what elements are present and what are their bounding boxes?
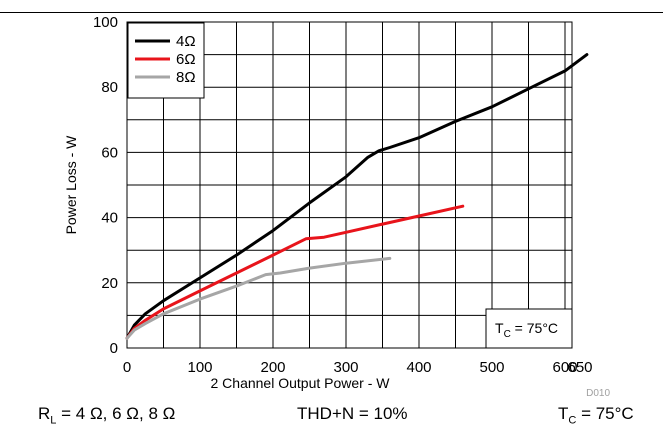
annotation-value: = 75°C (511, 320, 558, 336)
y-tick-label: 40 (101, 210, 118, 227)
x-tick-label: 650 (567, 359, 592, 376)
plot-frame (126, 21, 573, 349)
x-tick-label: 200 (260, 359, 285, 376)
series-line (125, 256, 392, 340)
load-resistance-condition: RL = 4 Ω, 6 Ω, 8 Ω (38, 404, 175, 426)
tc-subscript: C (568, 414, 577, 427)
rl-subscript: L (50, 414, 57, 427)
y-tick-label: 60 (101, 144, 118, 161)
legend-label: 6Ω (176, 51, 196, 68)
series-line (125, 204, 465, 340)
x-tick-label: 100 (187, 359, 212, 376)
x-tick-label: 600 (552, 359, 577, 376)
annotation-box (485, 308, 573, 349)
y-tick-label: 100 (93, 14, 118, 31)
top-rule (0, 12, 663, 13)
legend-label: 8Ω (176, 69, 196, 86)
y-axis-title: Power Loss - W (63, 135, 79, 235)
series-line (125, 53, 589, 340)
tc-value: = 75°C (576, 404, 634, 423)
y-tick-label: 80 (101, 79, 118, 96)
y-tick-label: 20 (101, 275, 118, 292)
case-temperature-condition: TC = 75°C (558, 404, 634, 426)
x-tick-label: 0 (123, 359, 131, 376)
rl-symbol: R (38, 404, 51, 423)
annotation-subscript: C (504, 329, 511, 340)
y-tick-label: 0 (110, 340, 118, 357)
thd-condition: THD+N = 10% (297, 404, 408, 423)
x-tick-label: 300 (333, 359, 358, 376)
annotation-label: TC = 75°C (495, 320, 558, 340)
x-axis-title: 2 Channel Output Power - W (211, 375, 391, 391)
tc-symbol: T (558, 404, 569, 423)
rl-values: = 4 Ω, 6 Ω, 8 Ω (56, 404, 176, 423)
figure-code: D010 (586, 388, 610, 399)
x-tick-label: 500 (479, 359, 504, 376)
x-tick-label: 400 (406, 359, 431, 376)
legend-label: 4Ω (176, 33, 196, 50)
